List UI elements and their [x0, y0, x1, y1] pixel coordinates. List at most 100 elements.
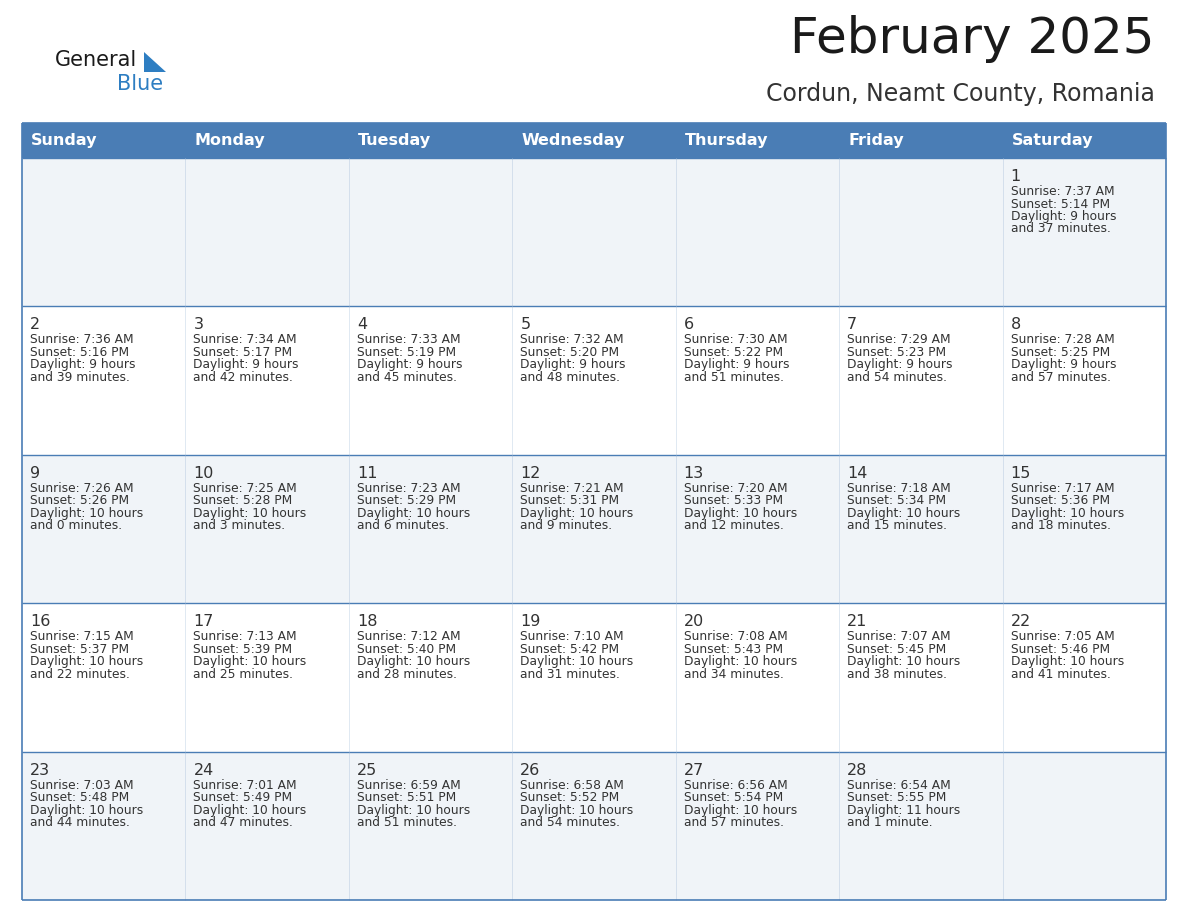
Text: and 34 minutes.: and 34 minutes. — [684, 667, 784, 681]
Text: 23: 23 — [30, 763, 50, 778]
Text: Sunday: Sunday — [31, 133, 97, 148]
Text: 5: 5 — [520, 318, 530, 332]
Text: Sunrise: 7:08 AM: Sunrise: 7:08 AM — [684, 630, 788, 644]
Text: Sunrise: 6:56 AM: Sunrise: 6:56 AM — [684, 778, 788, 791]
Bar — [676, 752, 839, 900]
Text: and 39 minutes.: and 39 minutes. — [30, 371, 129, 384]
Text: Sunrise: 7:05 AM: Sunrise: 7:05 AM — [1011, 630, 1114, 644]
Text: 16: 16 — [30, 614, 50, 629]
Bar — [185, 307, 349, 454]
Text: Sunrise: 7:15 AM: Sunrise: 7:15 AM — [30, 630, 134, 644]
Text: Sunset: 5:43 PM: Sunset: 5:43 PM — [684, 643, 783, 655]
Text: Daylight: 9 hours: Daylight: 9 hours — [194, 358, 299, 372]
Text: Sunset: 5:29 PM: Sunset: 5:29 PM — [356, 494, 456, 508]
Text: 13: 13 — [684, 465, 704, 481]
Bar — [676, 307, 839, 454]
Text: 8: 8 — [1011, 318, 1020, 332]
Text: Daylight: 9 hours: Daylight: 9 hours — [30, 358, 135, 372]
Text: Sunrise: 7:34 AM: Sunrise: 7:34 AM — [194, 333, 297, 346]
Text: Sunrise: 7:18 AM: Sunrise: 7:18 AM — [847, 482, 950, 495]
Text: and 47 minutes.: and 47 minutes. — [194, 816, 293, 829]
Text: Sunset: 5:54 PM: Sunset: 5:54 PM — [684, 791, 783, 804]
Text: Blue: Blue — [116, 74, 163, 94]
Bar — [676, 454, 839, 603]
Bar — [349, 603, 512, 752]
Text: Daylight: 10 hours: Daylight: 10 hours — [520, 655, 633, 668]
Text: and 6 minutes.: and 6 minutes. — [356, 520, 449, 532]
Text: Sunrise: 7:29 AM: Sunrise: 7:29 AM — [847, 333, 950, 346]
Text: and 12 minutes.: and 12 minutes. — [684, 520, 784, 532]
Bar — [1003, 454, 1165, 603]
Text: and 42 minutes.: and 42 minutes. — [194, 371, 293, 384]
Text: and 57 minutes.: and 57 minutes. — [684, 816, 784, 829]
Bar — [23, 603, 185, 752]
Text: Daylight: 10 hours: Daylight: 10 hours — [30, 803, 144, 817]
Text: 1: 1 — [1011, 169, 1020, 184]
Text: Sunrise: 7:01 AM: Sunrise: 7:01 AM — [194, 778, 297, 791]
Text: Sunrise: 7:33 AM: Sunrise: 7:33 AM — [356, 333, 461, 346]
Text: Daylight: 10 hours: Daylight: 10 hours — [847, 507, 960, 520]
Text: Sunset: 5:33 PM: Sunset: 5:33 PM — [684, 494, 783, 508]
Text: and 1 minute.: and 1 minute. — [847, 816, 933, 829]
Text: Sunrise: 7:12 AM: Sunrise: 7:12 AM — [356, 630, 461, 644]
Bar — [185, 158, 349, 307]
Text: Sunrise: 6:54 AM: Sunrise: 6:54 AM — [847, 778, 950, 791]
Bar — [839, 123, 1003, 158]
Text: Sunset: 5:37 PM: Sunset: 5:37 PM — [30, 643, 129, 655]
Text: Sunset: 5:45 PM: Sunset: 5:45 PM — [847, 643, 947, 655]
Bar — [1003, 752, 1165, 900]
Text: Sunrise: 7:21 AM: Sunrise: 7:21 AM — [520, 482, 624, 495]
Text: Sunrise: 7:07 AM: Sunrise: 7:07 AM — [847, 630, 950, 644]
Text: Sunset: 5:22 PM: Sunset: 5:22 PM — [684, 346, 783, 359]
Text: Sunset: 5:16 PM: Sunset: 5:16 PM — [30, 346, 129, 359]
Text: Daylight: 10 hours: Daylight: 10 hours — [194, 507, 307, 520]
Bar — [23, 752, 185, 900]
Text: Sunset: 5:40 PM: Sunset: 5:40 PM — [356, 643, 456, 655]
Text: 21: 21 — [847, 614, 867, 629]
Text: Sunset: 5:23 PM: Sunset: 5:23 PM — [847, 346, 947, 359]
Text: 12: 12 — [520, 465, 541, 481]
Bar — [349, 307, 512, 454]
Text: and 41 minutes.: and 41 minutes. — [1011, 667, 1111, 681]
Text: Daylight: 10 hours: Daylight: 10 hours — [684, 803, 797, 817]
Text: Sunrise: 7:37 AM: Sunrise: 7:37 AM — [1011, 185, 1114, 198]
Text: Sunrise: 7:26 AM: Sunrise: 7:26 AM — [30, 482, 133, 495]
Text: Sunset: 5:52 PM: Sunset: 5:52 PM — [520, 791, 619, 804]
Text: and 28 minutes.: and 28 minutes. — [356, 667, 457, 681]
Text: and 15 minutes.: and 15 minutes. — [847, 520, 947, 532]
Text: 22: 22 — [1011, 614, 1031, 629]
Text: and 57 minutes.: and 57 minutes. — [1011, 371, 1111, 384]
Text: Sunrise: 7:25 AM: Sunrise: 7:25 AM — [194, 482, 297, 495]
Bar — [185, 603, 349, 752]
Text: Sunrise: 7:30 AM: Sunrise: 7:30 AM — [684, 333, 788, 346]
Text: Sunset: 5:46 PM: Sunset: 5:46 PM — [1011, 643, 1110, 655]
Text: 3: 3 — [194, 318, 203, 332]
Text: Daylight: 10 hours: Daylight: 10 hours — [194, 803, 307, 817]
Text: Sunrise: 7:36 AM: Sunrise: 7:36 AM — [30, 333, 133, 346]
Text: and 37 minutes.: and 37 minutes. — [1011, 222, 1111, 236]
Text: and 31 minutes.: and 31 minutes. — [520, 667, 620, 681]
Text: Friday: Friday — [848, 133, 904, 148]
Bar — [512, 603, 676, 752]
Bar — [512, 454, 676, 603]
Text: 4: 4 — [356, 318, 367, 332]
Text: 2: 2 — [30, 318, 40, 332]
Text: Saturday: Saturday — [1011, 133, 1093, 148]
Text: and 51 minutes.: and 51 minutes. — [684, 371, 784, 384]
Text: 20: 20 — [684, 614, 704, 629]
Text: Daylight: 10 hours: Daylight: 10 hours — [356, 803, 470, 817]
Text: Sunrise: 7:13 AM: Sunrise: 7:13 AM — [194, 630, 297, 644]
Text: Daylight: 10 hours: Daylight: 10 hours — [356, 655, 470, 668]
Text: 25: 25 — [356, 763, 377, 778]
Text: Daylight: 10 hours: Daylight: 10 hours — [520, 803, 633, 817]
Bar — [839, 603, 1003, 752]
Text: Sunset: 5:55 PM: Sunset: 5:55 PM — [847, 791, 947, 804]
Text: Daylight: 11 hours: Daylight: 11 hours — [847, 803, 960, 817]
Text: Daylight: 10 hours: Daylight: 10 hours — [1011, 507, 1124, 520]
Text: and 9 minutes.: and 9 minutes. — [520, 520, 612, 532]
Bar — [1003, 603, 1165, 752]
Text: Sunset: 5:19 PM: Sunset: 5:19 PM — [356, 346, 456, 359]
Text: 15: 15 — [1011, 465, 1031, 481]
Text: Sunrise: 7:20 AM: Sunrise: 7:20 AM — [684, 482, 788, 495]
Text: Daylight: 9 hours: Daylight: 9 hours — [1011, 210, 1116, 223]
